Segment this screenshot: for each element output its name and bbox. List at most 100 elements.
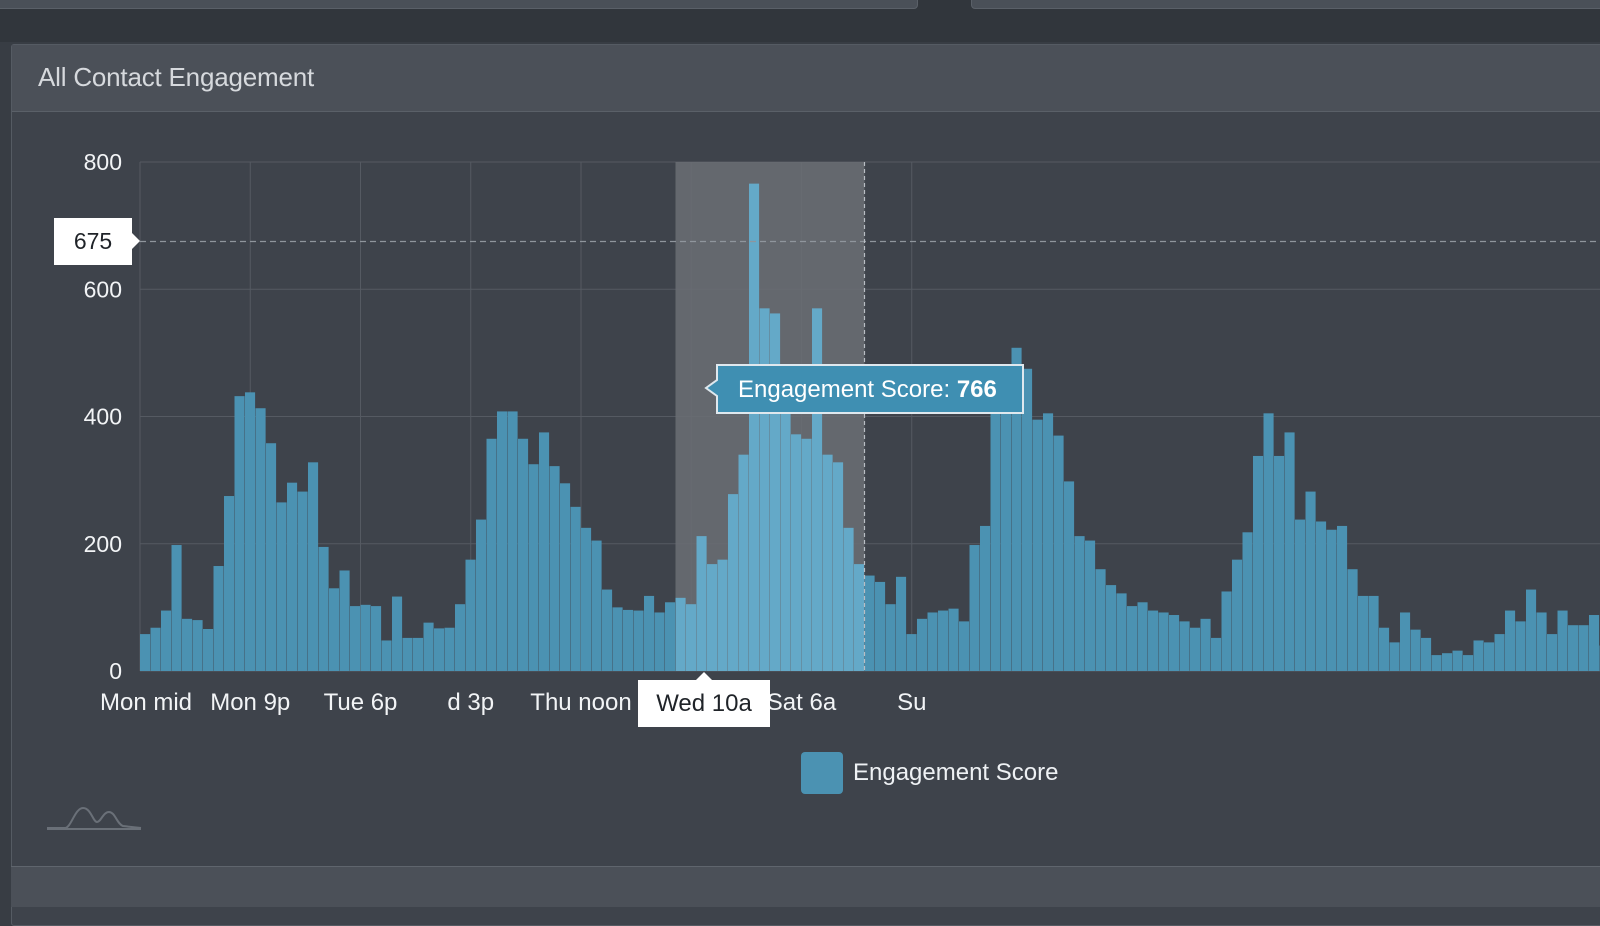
bar[interactable] (245, 392, 255, 671)
bar[interactable] (1579, 625, 1589, 671)
bar[interactable] (361, 605, 371, 671)
bar[interactable] (623, 610, 633, 671)
bar[interactable] (1306, 492, 1316, 671)
bar[interactable] (739, 455, 749, 671)
bar[interactable] (287, 483, 297, 671)
bar[interactable] (644, 596, 654, 671)
bar[interactable] (1033, 420, 1043, 671)
bar[interactable] (1148, 611, 1158, 671)
bar[interactable] (298, 492, 308, 671)
bar[interactable] (1222, 591, 1232, 671)
bar[interactable] (266, 443, 276, 671)
bar[interactable] (140, 634, 150, 671)
bar[interactable] (592, 541, 602, 671)
bar[interactable] (1159, 612, 1169, 671)
bar[interactable] (1127, 606, 1137, 671)
bar[interactable] (686, 604, 696, 671)
bar[interactable] (413, 638, 423, 671)
bar[interactable] (938, 611, 948, 671)
bar[interactable] (497, 411, 507, 671)
bar[interactable] (1316, 521, 1326, 671)
bar[interactable] (1484, 642, 1494, 671)
bar[interactable] (1358, 596, 1368, 671)
bar[interactable] (1348, 569, 1358, 671)
bar[interactable] (560, 483, 570, 671)
bar[interactable] (371, 606, 381, 671)
bar[interactable] (833, 462, 843, 671)
bar[interactable] (865, 576, 875, 671)
bar[interactable] (1022, 369, 1032, 671)
bar[interactable] (1117, 593, 1127, 671)
bar[interactable] (392, 597, 402, 671)
bar[interactable] (203, 629, 213, 671)
bar[interactable] (193, 620, 203, 671)
bar[interactable] (1169, 615, 1179, 671)
bar[interactable] (949, 609, 959, 671)
bar[interactable] (1400, 612, 1410, 671)
bar[interactable] (455, 604, 465, 671)
bar[interactable] (1295, 520, 1305, 671)
bar[interactable] (518, 439, 528, 671)
chart-legend[interactable]: Engagement Score (801, 752, 1058, 794)
bar[interactable] (1064, 481, 1074, 671)
bar[interactable] (403, 638, 413, 671)
bar[interactable] (1274, 456, 1284, 671)
bar[interactable] (1075, 536, 1085, 671)
bar[interactable] (854, 564, 864, 671)
bar[interactable] (1442, 653, 1452, 671)
bar[interactable] (1232, 560, 1242, 671)
bar[interactable] (728, 494, 738, 671)
bar[interactable] (802, 439, 812, 671)
bar[interactable] (434, 628, 444, 671)
bar[interactable] (928, 612, 938, 671)
bar[interactable] (308, 462, 318, 671)
bar[interactable] (1264, 413, 1274, 671)
bar[interactable] (161, 611, 171, 671)
bar[interactable] (466, 560, 476, 671)
bar[interactable] (1390, 642, 1400, 671)
bar[interactable] (350, 606, 360, 671)
bar[interactable] (749, 184, 759, 671)
bar[interactable] (1180, 621, 1190, 671)
bar[interactable] (970, 545, 980, 671)
bar[interactable] (1505, 611, 1515, 671)
bar[interactable] (1495, 634, 1505, 671)
bar[interactable] (277, 502, 287, 671)
bar[interactable] (613, 607, 623, 671)
bar[interactable] (655, 612, 665, 671)
bar[interactable] (1526, 590, 1536, 671)
bar[interactable] (1327, 530, 1337, 671)
bar[interactable] (697, 536, 707, 671)
bar[interactable] (823, 455, 833, 671)
bar[interactable] (1243, 532, 1253, 671)
bar[interactable] (1001, 372, 1011, 671)
bar[interactable] (508, 411, 518, 671)
bar[interactable] (602, 590, 612, 671)
bar[interactable] (980, 526, 990, 671)
bar[interactable] (1085, 541, 1095, 671)
bar[interactable] (718, 560, 728, 671)
bar[interactable] (907, 634, 917, 671)
bar[interactable] (1043, 413, 1053, 671)
bar[interactable] (1589, 615, 1599, 671)
bar[interactable] (424, 623, 434, 671)
bar[interactable] (791, 434, 801, 671)
bar[interactable] (1421, 638, 1431, 671)
bar[interactable] (1411, 630, 1421, 671)
bar[interactable] (1337, 526, 1347, 671)
bar[interactable] (634, 611, 644, 671)
bar[interactable] (1211, 638, 1221, 671)
bar[interactable] (1106, 585, 1116, 671)
bar[interactable] (991, 404, 1001, 671)
bar[interactable] (665, 602, 675, 671)
bar[interactable] (1474, 640, 1484, 671)
bar[interactable] (781, 410, 791, 671)
bar[interactable] (1547, 634, 1557, 671)
bar[interactable] (476, 520, 486, 671)
bar[interactable] (529, 464, 539, 671)
bar[interactable] (550, 466, 560, 671)
bar[interactable] (340, 570, 350, 671)
bar[interactable] (886, 604, 896, 671)
bar[interactable] (1453, 651, 1463, 671)
